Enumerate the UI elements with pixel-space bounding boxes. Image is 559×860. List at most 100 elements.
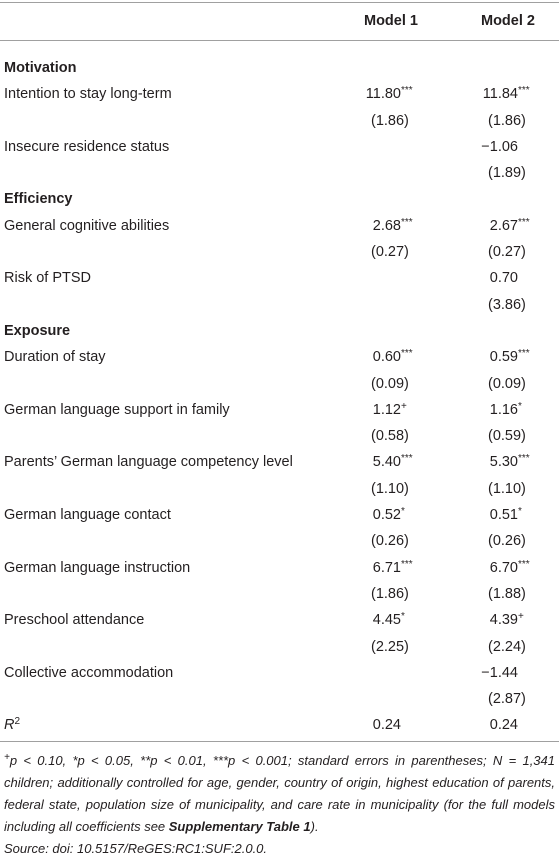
row-label: German language contact [4, 502, 171, 528]
table-row: Collective accommodation −1.44 [0, 660, 559, 686]
label-text: R [4, 717, 15, 734]
coefficient: 4.45 [372, 612, 401, 629]
model-cell: 0.60*** [364, 344, 413, 370]
label-text: Collective accommodation [4, 664, 174, 681]
section-heading: Efficiency [4, 191, 73, 208]
table-body: Motivation Intention to stay long-term 11.… [0, 55, 559, 739]
significance: * [401, 611, 405, 623]
significance: *** [401, 453, 413, 465]
coefficient: 6.70 [489, 559, 518, 576]
label-text: General cognitive abilities [4, 217, 170, 234]
label-text: Duration of stay [4, 349, 106, 366]
model-cell: (0.27) [364, 239, 409, 265]
standard-error: (1.86) [371, 585, 409, 602]
model-cell: 2.67*** [481, 213, 530, 239]
table-row: General cognitive abilities 2.68*** 2.67**… [0, 213, 559, 239]
standard-error: (2.87) [488, 691, 526, 708]
label-superscript: 2 [14, 716, 21, 728]
model-cell: 6.70*** [481, 555, 530, 581]
model-cell: 0.70 [481, 265, 518, 291]
row-label: Collective accommodation [4, 660, 173, 686]
coefficient: 11.84 [482, 86, 518, 103]
model-cell: 0.59*** [481, 344, 530, 370]
standard-error: (0.09) [488, 375, 526, 392]
label-text: Parents’ German language competency leve… [4, 454, 293, 471]
significance: *** [518, 453, 530, 465]
standard-error: (1.89) [488, 165, 526, 182]
model-cell: (2.87) [481, 686, 526, 712]
model-cell: (0.09) [481, 371, 526, 397]
coefficient: 6.71 [372, 559, 401, 576]
significance: *** [401, 85, 413, 97]
model-cell: (1.88) [481, 581, 526, 607]
table-row: (2.87) [0, 686, 559, 712]
label-text: Insecure residence status [4, 138, 170, 155]
standard-error: (0.26) [488, 533, 526, 550]
model-cell: 11.80*** [364, 81, 413, 107]
table-row: Insecure residence status −1.06 [0, 134, 559, 160]
table-row: (3.86) [0, 292, 559, 318]
standard-error: (0.58) [371, 428, 409, 445]
significance: *** [401, 558, 413, 570]
coefficient: 4.39 [489, 612, 518, 629]
footnote: +p < 0.10, *p < 0.05, **p < 0.01, ***p <… [4, 750, 555, 860]
row-label: General cognitive abilities [4, 213, 169, 239]
significance: * [518, 506, 522, 518]
coefficient: 5.40 [372, 454, 401, 471]
standard-error: (0.09) [371, 375, 409, 392]
significance: *** [401, 216, 413, 228]
significance: *** [518, 348, 530, 360]
column-header: Model 1 [364, 13, 418, 29]
model-cell: 4.39+ [481, 607, 524, 633]
table-row: (2.25) (2.24) [0, 634, 559, 660]
coefficient: 11.80 [365, 86, 401, 103]
model-cell: −1.44 [481, 660, 518, 686]
table-row: Preschool attendance 4.45* 4.39+ [0, 607, 559, 633]
model-cell: 11.84*** [481, 81, 530, 107]
label-text: Risk of PTSD [4, 270, 92, 287]
model-cell: 1.16* [481, 397, 522, 423]
row-label: Preschool attendance [4, 607, 144, 633]
model-cell: 6.71*** [364, 555, 413, 581]
model-cell: 4.45* [364, 607, 405, 633]
coefficient: 2.67 [489, 217, 518, 234]
model-cell: 1.12+ [364, 397, 407, 423]
table-row: (0.58) (0.59) [0, 423, 559, 449]
model-cell: (1.10) [364, 476, 409, 502]
label-text: German language contact [4, 507, 171, 524]
significance: *** [518, 85, 530, 97]
model-cell: (3.86) [481, 292, 526, 318]
standard-error: (0.26) [371, 533, 409, 550]
standard-error: (1.86) [488, 112, 526, 129]
standard-error: (0.27) [371, 244, 409, 261]
section-heading: Motivation [4, 60, 77, 76]
coefficient: −1.06 [481, 138, 518, 155]
model-cell: (1.86) [364, 108, 409, 134]
standard-error: (1.86) [371, 112, 409, 129]
table-row: Duration of stay 0.60*** 0.59*** [0, 344, 559, 370]
row-label: German language support in family [4, 397, 230, 423]
significance: + [401, 400, 407, 412]
table-row: German language support in family 1.12+ 1.… [0, 397, 559, 423]
model-cell: −1.06 [481, 134, 518, 160]
significance: * [518, 400, 522, 412]
standard-error: (1.88) [488, 585, 526, 602]
standard-error: (0.59) [488, 428, 526, 445]
label-text: Preschool attendance [4, 612, 145, 629]
column-header: Model 2 [481, 13, 535, 29]
standard-error: (1.10) [371, 480, 409, 497]
significance: * [401, 506, 405, 518]
row-label: Insecure residence status [4, 134, 169, 160]
table-row: (0.09) (0.09) [0, 371, 559, 397]
table-row: German language instruction 6.71*** 6.70**… [0, 555, 559, 581]
table-row: (0.26) (0.26) [0, 528, 559, 554]
label-text: German language instruction [4, 559, 191, 576]
bottom-rule [0, 741, 559, 742]
model-cell: 0.24 [481, 712, 518, 738]
coefficient: 0.24 [372, 717, 401, 734]
label-text: German language support in family [4, 401, 230, 418]
model-cell: (1.86) [481, 108, 526, 134]
coefficient: 2.68 [372, 217, 401, 234]
row-label: Parents’ German language competency leve… [4, 449, 293, 475]
